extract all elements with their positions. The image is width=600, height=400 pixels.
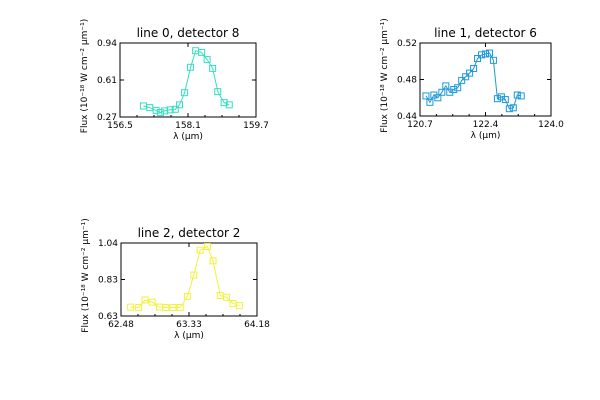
data-point [209,257,217,265]
data-point [203,243,211,251]
data-point [156,109,164,117]
chart-panel-1: line 1, detector 6 120.7 122.4 124.0 0.44 0.4… [380,18,564,141]
y-tick-label: 0.48 [397,76,417,86]
data-point [422,92,430,100]
x-tick-label: 120.7 [407,120,433,130]
data-point [148,298,156,306]
data-point [462,73,470,81]
series-line [143,50,230,114]
data-point [198,48,206,56]
x-axis-label: λ (μm) [471,131,501,141]
data-point [176,101,183,109]
y-axis-label: Flux (10⁻¹⁸ W cm⁻² μm⁻¹) [80,19,90,133]
data-point [501,96,509,104]
data-point [509,104,517,112]
data-point [171,105,179,113]
y-tick-label: 0.61 [97,76,117,86]
x-tick-label: 158.1 [175,121,201,131]
x-tick-label: 63.33 [176,320,202,330]
y-tick-label: 0.52 [397,39,417,49]
data-point [489,56,497,64]
data-point [139,102,147,110]
x-tick-label: 159.7 [243,121,269,131]
chart-title: line 2, detector 2 [138,226,241,240]
data-point [470,65,478,73]
data-point [225,101,233,109]
x-axis-label: λ (μm) [173,132,203,142]
data-point [181,89,189,97]
data-point [152,106,160,114]
data-point [141,296,149,304]
data-point [187,63,195,71]
data-point [196,246,204,254]
y-tick-label: 0.83 [98,276,118,286]
y-axis-label: Flux (10⁻¹⁸ W cm⁻² μm⁻¹) [380,18,390,132]
data-point [478,51,486,59]
x-tick-label: 64.18 [244,320,270,330]
y-tick-label: 1.04 [98,239,118,249]
data-point [454,84,462,92]
y-tick-label: 0.27 [97,113,117,123]
data-point [223,293,231,301]
y-tick-label: 0.94 [97,39,117,49]
data-point [505,105,513,113]
y-tick-label: 0.63 [98,312,118,322]
data-point [166,106,174,114]
data-point [485,49,493,57]
chart-panel-2: line 2, detector 2 62.48 63.33 64.18 0.63 0.8… [81,218,270,341]
data-point [183,292,191,300]
x-tick-label: 156.5 [107,121,133,131]
data-point [513,91,521,99]
data-point [203,56,211,64]
data-point [176,303,184,311]
x-tick-label: 124.0 [538,120,564,130]
data-point [127,303,135,311]
data-point [169,303,177,311]
y-axis-label: Flux (10⁻¹⁸ W cm⁻² μm⁻¹) [81,218,91,332]
data-point [442,82,450,90]
data-point [482,50,489,58]
data-point [235,302,243,310]
data-point [434,94,442,102]
series-line [130,245,240,309]
data-point [458,76,466,84]
series-line [425,52,522,110]
data-point [466,69,474,77]
x-tick-label: 122.4 [473,120,499,130]
data-point [493,95,501,103]
data-point [517,92,525,100]
data-point [426,98,434,106]
data-point [220,99,228,107]
x-tick-label: 62.48 [108,320,134,330]
chart-title: line 1, detector 6 [434,26,537,40]
data-point [450,86,458,94]
data-point [214,88,222,96]
data-point [190,271,198,279]
data-point [135,303,143,311]
x-axis-label: λ (μm) [174,331,204,341]
chart-title: line 0, detector 8 [137,26,240,40]
data-point [162,303,170,311]
chart-panel-0: line 0, detector 8 156.5 158.1 159.7 0.27 0.6… [80,19,269,142]
data-point [209,64,217,72]
data-point [438,88,446,96]
y-tick-label: 0.44 [397,112,417,122]
data-point [474,55,482,63]
